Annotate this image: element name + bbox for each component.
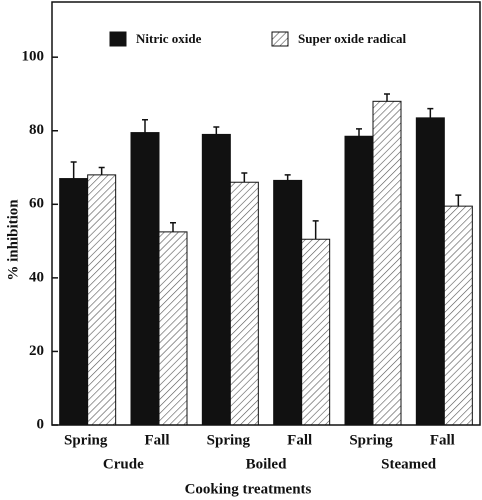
x-tick-label: Spring bbox=[349, 432, 393, 448]
bar bbox=[87, 174, 117, 426]
plot-frame bbox=[51, 1, 481, 426]
error-bar bbox=[170, 221, 176, 232]
y-tick-label: 80 bbox=[29, 122, 44, 138]
x-tick-label: Fall bbox=[287, 432, 312, 448]
error-bar bbox=[98, 166, 105, 175]
x-tick-label: Spring bbox=[207, 432, 251, 448]
bar bbox=[59, 178, 89, 426]
legend-swatch bbox=[109, 31, 127, 47]
y-tick-label: 60 bbox=[29, 196, 44, 212]
y-axis-label: % inhibition bbox=[5, 199, 21, 281]
group-label: Steamed bbox=[381, 456, 437, 472]
group-label: Crude bbox=[103, 456, 144, 472]
error-bar bbox=[70, 161, 77, 179]
error-bar bbox=[241, 172, 248, 183]
bar bbox=[443, 205, 473, 426]
x-axis-label: Cooking treatments bbox=[185, 481, 312, 497]
x-tick-label: Spring bbox=[64, 432, 108, 448]
error-bar bbox=[213, 126, 220, 135]
x-tick-label: Fall bbox=[430, 432, 455, 448]
group-label: Boiled bbox=[246, 456, 287, 472]
y-tick-label: 40 bbox=[29, 269, 44, 285]
error-bar bbox=[284, 174, 291, 181]
x-tick-label: Fall bbox=[145, 432, 170, 448]
legend-label: Super oxide radical bbox=[298, 31, 406, 46]
legend-label: Nitric oxide bbox=[136, 31, 202, 46]
y-tick-label: 100 bbox=[22, 49, 45, 65]
y-tick-label: 0 bbox=[37, 416, 45, 432]
bar bbox=[158, 231, 188, 426]
bar bbox=[273, 179, 303, 426]
error-bar bbox=[356, 128, 362, 137]
y-tick-label: 20 bbox=[29, 343, 44, 359]
bar bbox=[372, 100, 402, 426]
bar bbox=[201, 133, 231, 426]
bar bbox=[229, 181, 259, 426]
legend: Nitric oxide Super oxide radical bbox=[109, 31, 406, 47]
error-bar bbox=[455, 194, 462, 207]
legend-swatch bbox=[271, 31, 289, 47]
error-bar bbox=[427, 107, 434, 118]
error-bar bbox=[384, 93, 390, 102]
error-bar bbox=[312, 220, 319, 240]
bar bbox=[415, 117, 445, 426]
error-bar bbox=[142, 118, 148, 133]
bar bbox=[130, 132, 160, 426]
bar bbox=[301, 238, 331, 426]
bar bbox=[344, 135, 374, 426]
